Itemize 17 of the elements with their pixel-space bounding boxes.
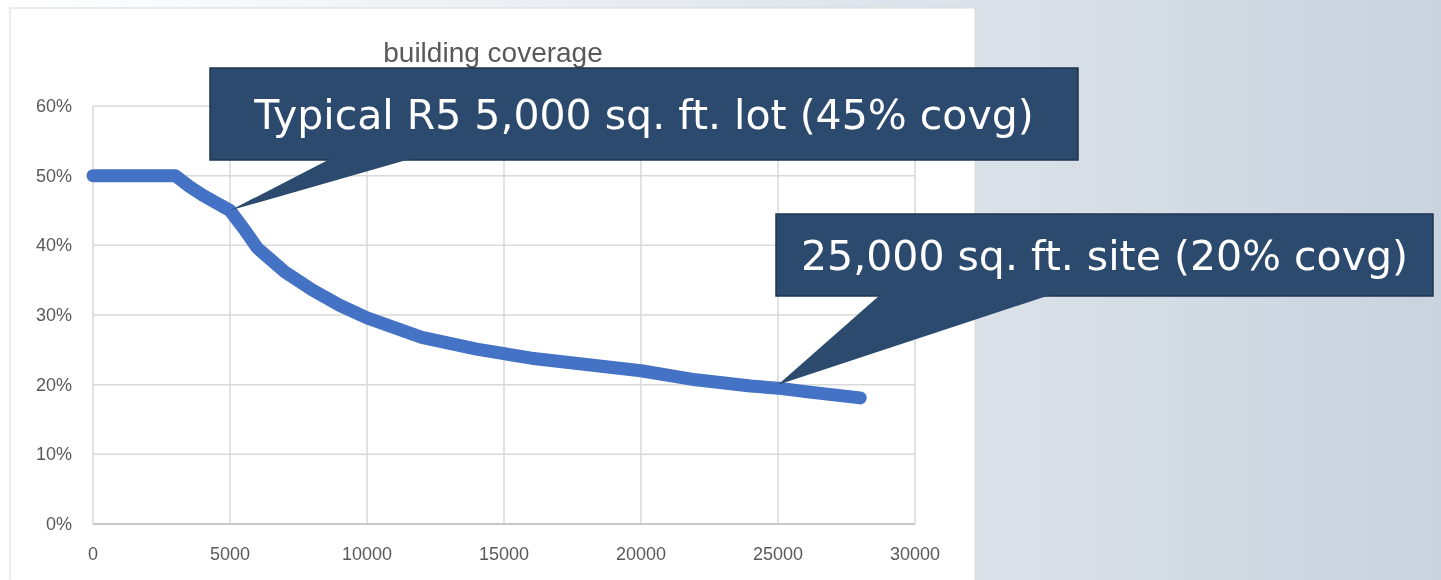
y-tick-label: 20% [35, 374, 72, 395]
annotation: 25,000 sq. ft. site (20% covg) [801, 232, 1408, 280]
x-tick-label: 30000 [889, 544, 941, 564]
y-tick-label: 0% [45, 514, 72, 534]
x-tick-label: 10000 [341, 544, 393, 564]
chart-title: building coverage [383, 37, 603, 68]
x-tick-label: 5000 [209, 544, 251, 564]
y-tick-label: 60% [35, 96, 72, 116]
y-tick-label: 10% [35, 444, 72, 465]
x-tick-label: 25000 [752, 544, 804, 564]
y-tick-label: 40% [35, 235, 72, 256]
x-tick-label: 0 [87, 544, 99, 564]
x-tick-label: 15000 [478, 544, 530, 564]
y-tick-label: 30% [35, 305, 72, 325]
y-tick-label: 50% [35, 165, 72, 186]
x-tick-label: 20000 [615, 544, 667, 564]
annotation: Typical R5 5,000 sq. ft. lot (45% covg) [253, 91, 1034, 139]
